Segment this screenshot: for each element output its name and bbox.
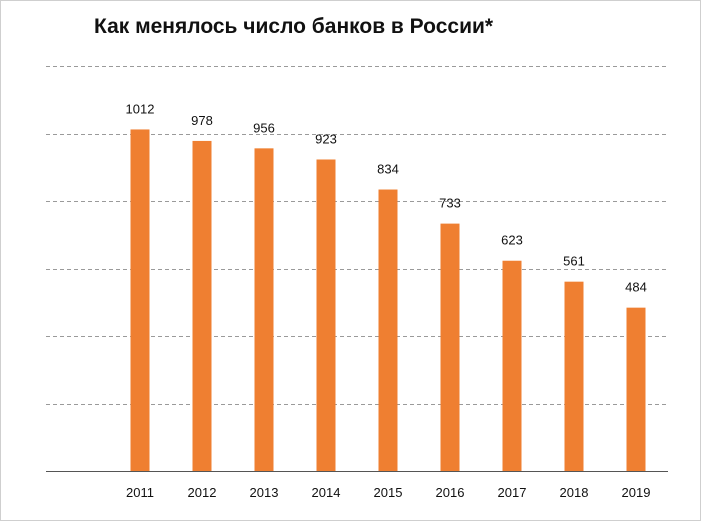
x-tick-label: 2018 [560, 485, 589, 500]
data-label: 1012 [126, 101, 155, 116]
data-label: 561 [563, 254, 585, 269]
data-label: 733 [439, 196, 461, 211]
bar [192, 140, 212, 472]
data-label: 956 [253, 120, 275, 135]
bar [440, 223, 460, 471]
bar [626, 307, 646, 471]
bar [130, 129, 150, 471]
x-tick-label: 2017 [498, 485, 527, 500]
data-label: 484 [625, 280, 647, 295]
bar [564, 281, 584, 471]
x-tick-label: 2014 [312, 485, 341, 500]
x-tick-label: 2015 [374, 485, 403, 500]
bar [254, 148, 274, 471]
data-label: 834 [377, 162, 399, 177]
chart-title: Как менялось число банков в России* [94, 15, 494, 38]
data-label: 978 [191, 113, 213, 128]
x-tick-label: 2019 [622, 485, 651, 500]
data-label: 623 [501, 233, 523, 248]
x-tick-label: 2012 [188, 485, 217, 500]
bar [502, 260, 522, 471]
x-tick-label: 2013 [250, 485, 279, 500]
x-tick-label: 2011 [126, 485, 154, 500]
bar [316, 159, 336, 472]
x-tick-label: 2016 [436, 485, 465, 500]
data-label: 923 [315, 131, 337, 146]
bar [378, 189, 398, 471]
